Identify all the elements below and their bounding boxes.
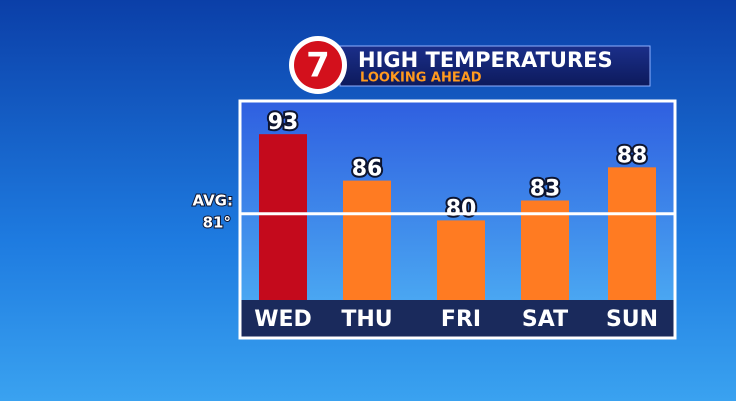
x-tick-label: WED xyxy=(254,307,312,332)
bar xyxy=(437,220,485,300)
category-strip xyxy=(240,300,675,338)
average-value: 81° xyxy=(203,213,231,231)
x-tick-label: FRI xyxy=(441,307,481,332)
title-banner xyxy=(339,45,651,87)
value-label: 93 xyxy=(268,110,299,135)
logo-text: 7 xyxy=(306,46,330,86)
value-label: 88 xyxy=(617,143,648,168)
value-label: 86 xyxy=(352,157,383,182)
logo xyxy=(294,41,342,89)
x-tick-label: THU xyxy=(341,307,392,332)
value-label: 80 xyxy=(446,196,477,221)
frame xyxy=(238,99,677,340)
chart-subtitle: LOOKING AHEAD xyxy=(360,71,482,86)
bar xyxy=(259,134,307,300)
bar xyxy=(343,180,391,300)
chart-title: HIGH TEMPERATURES xyxy=(358,48,613,72)
bar xyxy=(521,200,569,300)
average-label: AVG: xyxy=(192,191,233,209)
x-tick-label: SUN xyxy=(606,307,658,332)
bar xyxy=(608,167,656,300)
x-tick-label: SAT xyxy=(522,307,568,332)
value-label: 83 xyxy=(530,177,561,202)
